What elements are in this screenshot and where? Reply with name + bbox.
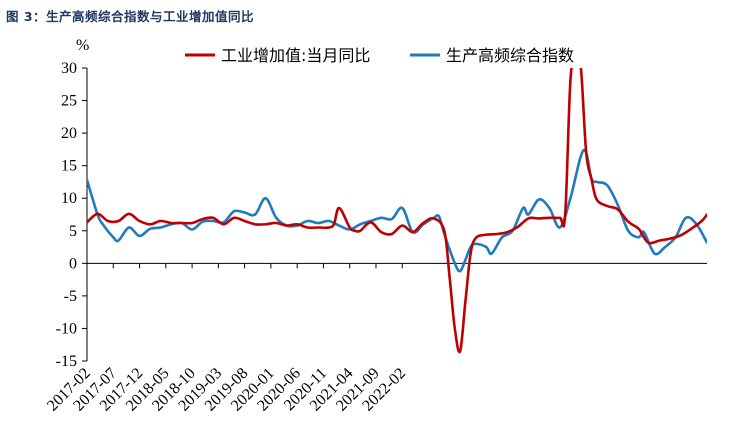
y-tick-label: -15 (56, 353, 77, 370)
axes: 302520151050-5-10-152017-022017-072017-1… (44, 60, 707, 415)
y-tick-label: -10 (56, 320, 77, 337)
legend-label-1: 生产高频综合指数 (446, 46, 574, 65)
series-layer (87, 68, 707, 354)
y-axis-unit-label: % (76, 37, 89, 54)
legend-label-0: 工业增加值:当月同比 (221, 46, 370, 65)
y-tick-label: 5 (69, 223, 77, 240)
figure-title: 图 3：生产高频综合指数与工业增加值同比 (6, 9, 255, 24)
y-tick-label: 10 (61, 190, 77, 207)
y-tick-label: 20 (61, 125, 77, 142)
y-tick-label: -5 (64, 288, 77, 305)
y-tick-label: 0 (69, 255, 77, 272)
y-tick-label: 30 (61, 60, 77, 77)
y-tick-label: 15 (61, 158, 77, 175)
series-line-0 (87, 68, 707, 354)
legend: 工业增加值:当月同比 生产高频综合指数 (185, 46, 574, 65)
series-line-1 (87, 148, 707, 273)
y-tick-label: 25 (61, 93, 77, 110)
